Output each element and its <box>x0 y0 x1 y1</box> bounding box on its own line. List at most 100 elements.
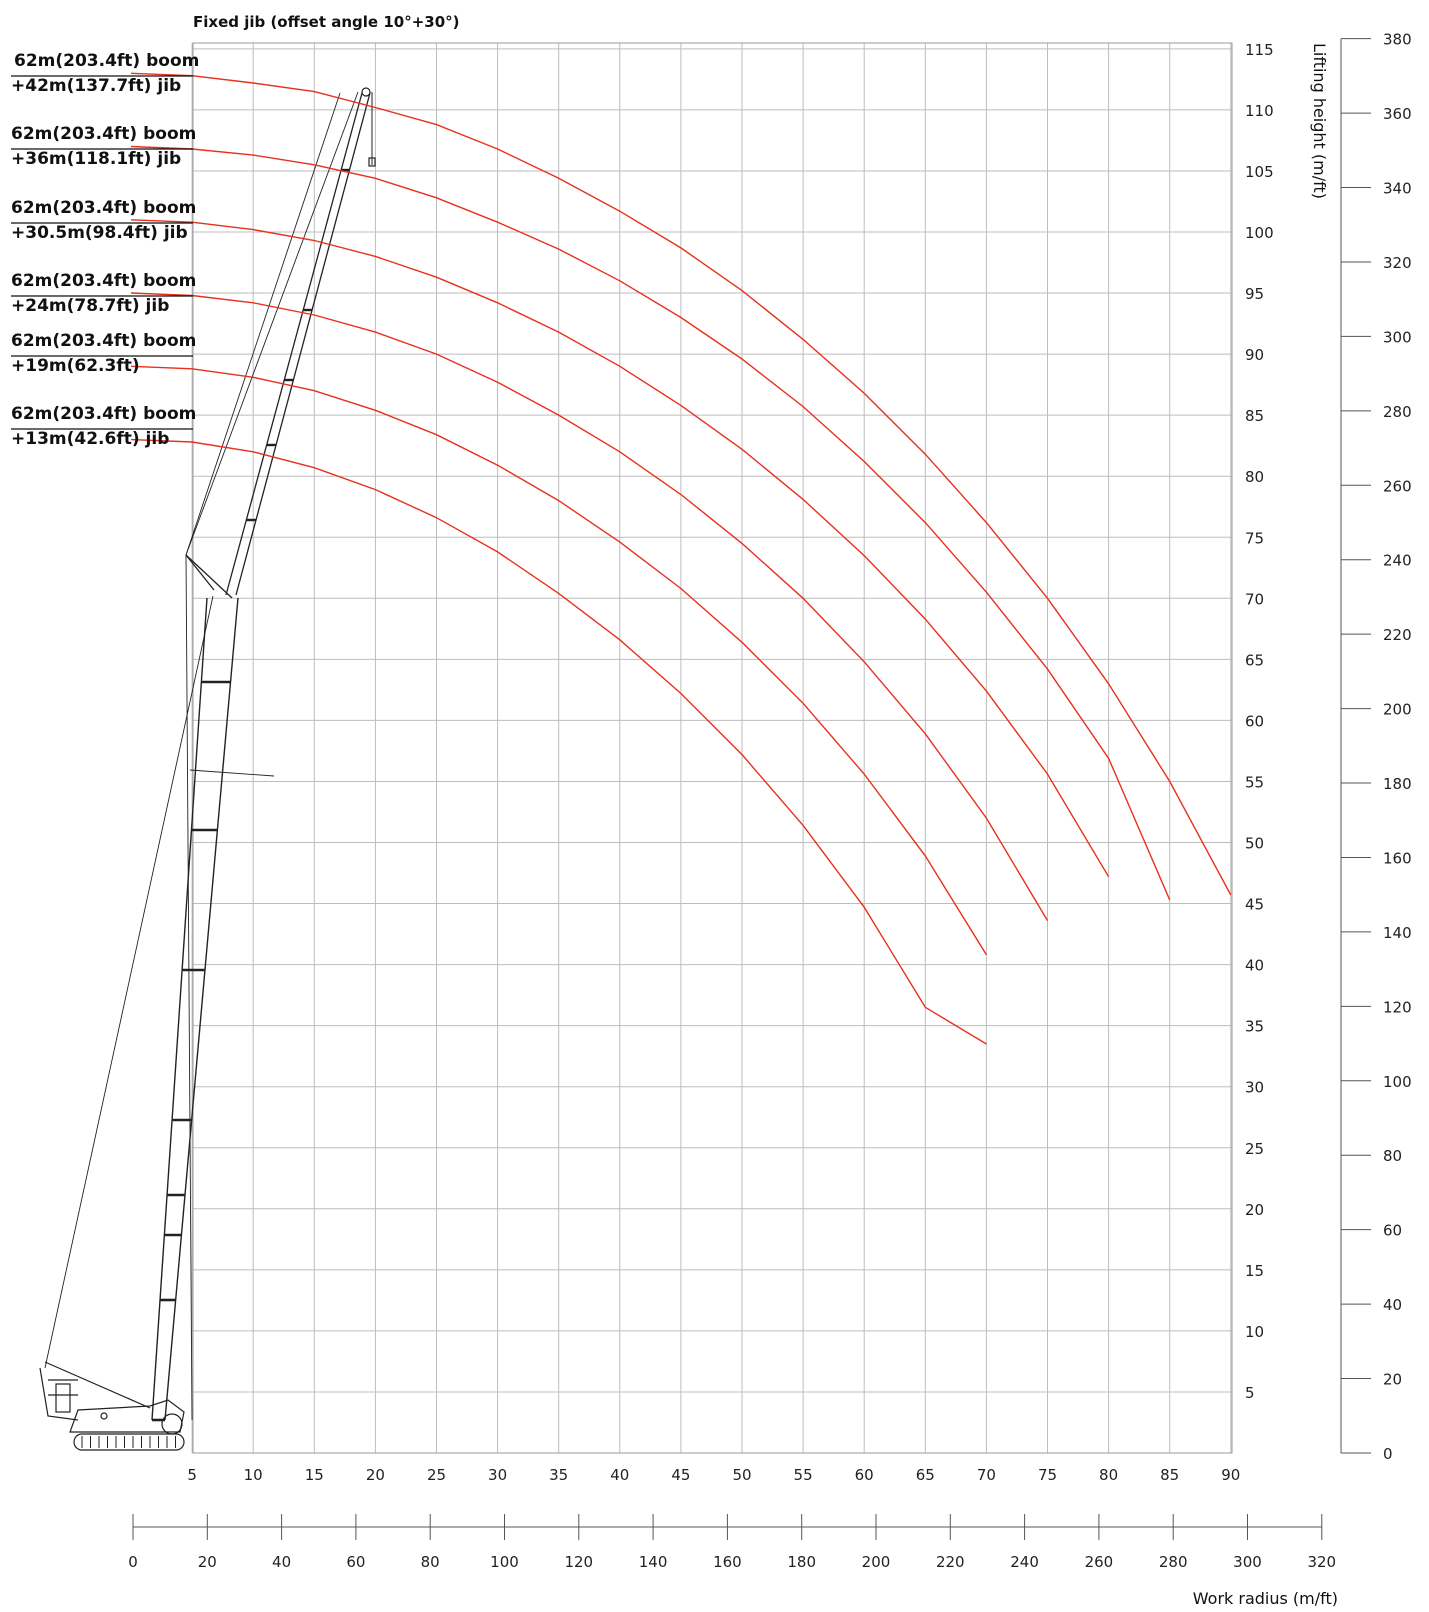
y-ft-tick-label: 40 <box>1383 1296 1402 1314</box>
curve-labels: 62m(203.4ft) boom +42m(137.7ft) jib 62m(20… <box>11 51 199 449</box>
x-tick-label: 55 <box>794 1466 813 1484</box>
x-ft-tick-label: 20 <box>198 1553 217 1571</box>
x-tick-label: 50 <box>732 1466 751 1484</box>
curve-label-line2: +13m(42.6ft) jib <box>11 429 169 449</box>
plot-grid <box>191 42 1233 1454</box>
x-axis-ft: 0 20 40 60 80 100 120 140 160 180 200 220 240 260 280 3… <box>128 1514 1336 1571</box>
y-tick-label: 25 <box>1245 1140 1264 1158</box>
y-ft-tick-label: 80 <box>1383 1147 1402 1165</box>
y-tick-label: 75 <box>1245 529 1264 547</box>
y-ft-tick-label: 380 <box>1383 31 1412 49</box>
y-tick-label: 65 <box>1245 651 1264 669</box>
curve-label-line1: 62m(203.4ft) boom <box>11 271 196 291</box>
y-ft-tick-label: 300 <box>1383 328 1412 346</box>
y-ft-tick-label: 180 <box>1383 775 1412 793</box>
curve-label-line1: 62m(203.4ft) boom <box>14 51 199 71</box>
curve-label-line2: +19m(62.3ft) <box>11 356 140 376</box>
y-ft-tick-label: 340 <box>1383 180 1412 198</box>
y-tick-label: 45 <box>1245 896 1264 914</box>
y-tick-label: 95 <box>1245 285 1264 303</box>
y-ft-tick-label: 360 <box>1383 105 1412 123</box>
load-curve-2 <box>130 145 1171 901</box>
y-ft-tick-label: 240 <box>1383 552 1412 570</box>
curve-label-line2: +42m(137.7ft) jib <box>11 76 181 96</box>
x-tick-label: 35 <box>549 1466 568 1484</box>
y-tick-label: 50 <box>1245 835 1264 853</box>
x-tick-label: 85 <box>1160 1466 1179 1484</box>
x-ft-tick-label: 60 <box>346 1553 365 1571</box>
curve-label-line2: +36m(118.1ft) jib <box>11 149 181 169</box>
x-tick-label: 10 <box>244 1466 263 1484</box>
x-tick-label: 25 <box>427 1466 446 1484</box>
y-tick-label: 100 <box>1245 224 1274 242</box>
x-ft-tick-label: 160 <box>713 1553 742 1571</box>
y-tick-label: 10 <box>1245 1323 1264 1341</box>
x-ft-tick-label: 260 <box>1085 1553 1114 1571</box>
x-ft-tick-label: 40 <box>272 1553 291 1571</box>
y-tick-label: 105 <box>1245 163 1274 181</box>
y-ft-tick-label: 0 <box>1383 1445 1393 1463</box>
y-ft-tick-label: 160 <box>1383 849 1412 867</box>
x-tick-label: 30 <box>488 1466 507 1484</box>
x-ft-tick-label: 180 <box>787 1553 816 1571</box>
y-ft-tick-label: 220 <box>1383 626 1412 644</box>
y-axis-title: Lifting height (m/ft) <box>1310 43 1329 199</box>
x-ft-tick-label: 320 <box>1307 1553 1336 1571</box>
y-axis-ft: 0 20 40 60 80 100 120 140 160 180 200 220 240 260 280 3… <box>1340 31 1412 1463</box>
x-ft-tick-label: 0 <box>128 1553 138 1571</box>
load-curve-6 <box>130 438 987 1045</box>
x-tick-label: 80 <box>1099 1466 1118 1484</box>
y-ft-tick-label: 280 <box>1383 403 1412 421</box>
crane-drawing <box>39 87 376 1451</box>
y-tick-label: 15 <box>1245 1262 1264 1280</box>
y-tick-label: 40 <box>1245 957 1264 975</box>
x-tick-label: 5 <box>187 1466 197 1484</box>
y-tick-label: 90 <box>1245 346 1264 364</box>
curve-label-line1: 62m(203.4ft) boom <box>11 331 196 351</box>
y-ft-tick-label: 100 <box>1383 1073 1412 1091</box>
x-tick-label: 60 <box>855 1466 874 1484</box>
y-ft-tick-label: 140 <box>1383 924 1412 942</box>
y-tick-label: 30 <box>1245 1079 1264 1097</box>
x-tick-label: 90 <box>1221 1466 1240 1484</box>
x-axis-title: Work radius (m/ft) <box>1193 1589 1338 1608</box>
x-tick-label: 20 <box>366 1466 385 1484</box>
y-ft-tick-label: 60 <box>1383 1222 1402 1240</box>
x-ft-tick-label: 280 <box>1159 1553 1188 1571</box>
curve-label-line2: +30.5m(98.4ft) jib <box>11 223 188 243</box>
y-tick-label: 20 <box>1245 1201 1264 1219</box>
y-tick-label: 110 <box>1245 102 1274 120</box>
y-tick-label: 35 <box>1245 1018 1264 1036</box>
y-axis-m-ticks: 5 10 15 20 25 30 35 40 45 50 55 60 65 70 75 80 85 90 95 100… <box>1245 41 1274 1402</box>
x-ft-tick-label: 80 <box>421 1553 440 1571</box>
x-tick-label: 15 <box>305 1466 324 1484</box>
load-curves <box>130 72 1232 1045</box>
curve-label-line1: 62m(203.4ft) boom <box>11 404 196 424</box>
y-tick-label: 70 <box>1245 590 1264 608</box>
y-ft-tick-label: 260 <box>1383 477 1412 495</box>
y-tick-label: 85 <box>1245 407 1264 425</box>
load-curve-1 <box>130 72 1232 896</box>
x-ft-tick-label: 220 <box>936 1553 965 1571</box>
plot-frame <box>192 42 1233 1454</box>
curve-label-line1: 62m(203.4ft) boom <box>11 124 196 144</box>
x-ft-tick-label: 200 <box>862 1553 891 1571</box>
y-tick-label: 55 <box>1245 773 1264 791</box>
load-curve-5 <box>130 365 987 956</box>
x-ft-tick-label: 240 <box>1010 1553 1039 1571</box>
y-tick-label: 115 <box>1245 41 1274 59</box>
y-ft-tick-label: 200 <box>1383 701 1412 719</box>
x-tick-label: 65 <box>916 1466 935 1484</box>
y-tick-label: 5 <box>1245 1384 1255 1402</box>
x-axis-m-ticks: 5 10 15 20 25 30 35 40 45 50 55 60 65 70 75 80 85 90 <box>187 1466 1240 1484</box>
x-ft-tick-label: 300 <box>1233 1553 1262 1571</box>
load-curve-4 <box>130 292 1049 921</box>
x-tick-label: 45 <box>671 1466 690 1484</box>
x-tick-label: 70 <box>977 1466 996 1484</box>
x-ft-tick-label: 100 <box>490 1553 519 1571</box>
curve-label-line2: +24m(78.7ft) jib <box>11 296 169 316</box>
x-ft-tick-label: 120 <box>564 1553 593 1571</box>
y-ft-tick-label: 120 <box>1383 998 1412 1016</box>
y-tick-label: 80 <box>1245 468 1264 486</box>
